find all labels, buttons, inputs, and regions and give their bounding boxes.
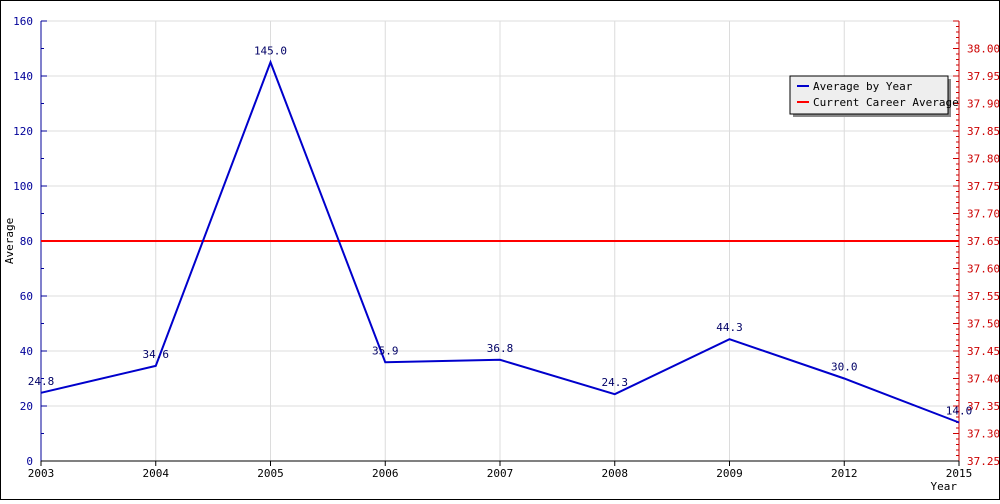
right-y-axis: 37.25 37.30 37.35 37.40 37.45 37.50 37.55 37.60… [953, 20, 1000, 468]
right-tick-label: 37.65 [967, 235, 999, 248]
left-tick-label: 120 [13, 125, 33, 138]
legend-label-series: Average by Year [813, 80, 913, 93]
legend: Average by Year Current Career Average [789, 75, 959, 117]
x-axis-title: Year [931, 480, 958, 493]
x-tick-label: 2008 [602, 467, 629, 480]
x-axis: 2003 2004 2005 2006 2007 2008 2009 2012 2015 [28, 460, 973, 480]
left-tick-label: 140 [13, 70, 33, 83]
data-labels: 24.8 34.6 145.0 35.9 36.8 24.3 44.3 30.0 14.0 [28, 44, 973, 417]
data-label: 30.0 [831, 361, 858, 374]
x-tick-label: 2006 [372, 467, 399, 480]
y-axis-title: Average [3, 218, 16, 264]
left-tick-label: 100 [13, 180, 33, 193]
series-line-average-by-year [40, 59, 960, 424]
right-tick-label: 37.80 [967, 153, 999, 166]
x-tick-label: 2005 [257, 467, 284, 480]
left-tick-label: 80 [20, 235, 33, 248]
left-y-axis: 0 20 40 60 80 100 120 140 160 [13, 15, 47, 468]
right-tick-label: 37.35 [967, 400, 999, 413]
right-tick-label: 37.75 [967, 180, 999, 193]
legend-label-career: Current Career Average [813, 96, 959, 109]
series-layer [40, 59, 960, 424]
x-tick-label: 2004 [143, 467, 170, 480]
data-label: 24.3 [602, 376, 629, 389]
x-tick-label: 2009 [716, 467, 743, 480]
x-tick-label: 2012 [831, 467, 858, 480]
data-label: 145.0 [254, 44, 287, 57]
right-tick-label: 37.70 [967, 208, 999, 221]
x-tick-label: 2003 [28, 467, 55, 480]
data-label: 24.8 [28, 375, 55, 388]
data-label: 35.9 [372, 344, 399, 357]
data-label: 14.0 [946, 405, 973, 418]
x-tick-label: 2015 [946, 467, 973, 480]
right-tick-label: 37.30 [967, 428, 999, 441]
right-tick-label: 37.60 [967, 263, 999, 276]
left-tick-label: 160 [13, 15, 33, 28]
right-tick-label: 37.40 [967, 373, 999, 386]
right-tick-label: 37.90 [967, 98, 999, 111]
left-tick-label: 60 [20, 290, 33, 303]
data-label: 36.8 [487, 342, 514, 355]
legend-box [789, 75, 949, 115]
right-tick-label: 37.45 [967, 345, 999, 358]
left-tick-label: 40 [20, 345, 33, 358]
left-tick-label: 0 [26, 455, 33, 468]
data-label: 44.3 [716, 321, 743, 334]
right-tick-label: 37.55 [967, 290, 999, 303]
data-label: 34.6 [143, 348, 170, 361]
right-tick-label: 37.50 [967, 318, 999, 331]
right-tick-label: 37.25 [967, 455, 999, 468]
right-tick-label: 37.95 [967, 70, 999, 83]
x-tick-label: 2007 [487, 467, 514, 480]
right-tick-label: 38.00 [967, 43, 999, 56]
left-tick-label: 20 [20, 400, 33, 413]
right-tick-label: 37.85 [967, 125, 999, 138]
